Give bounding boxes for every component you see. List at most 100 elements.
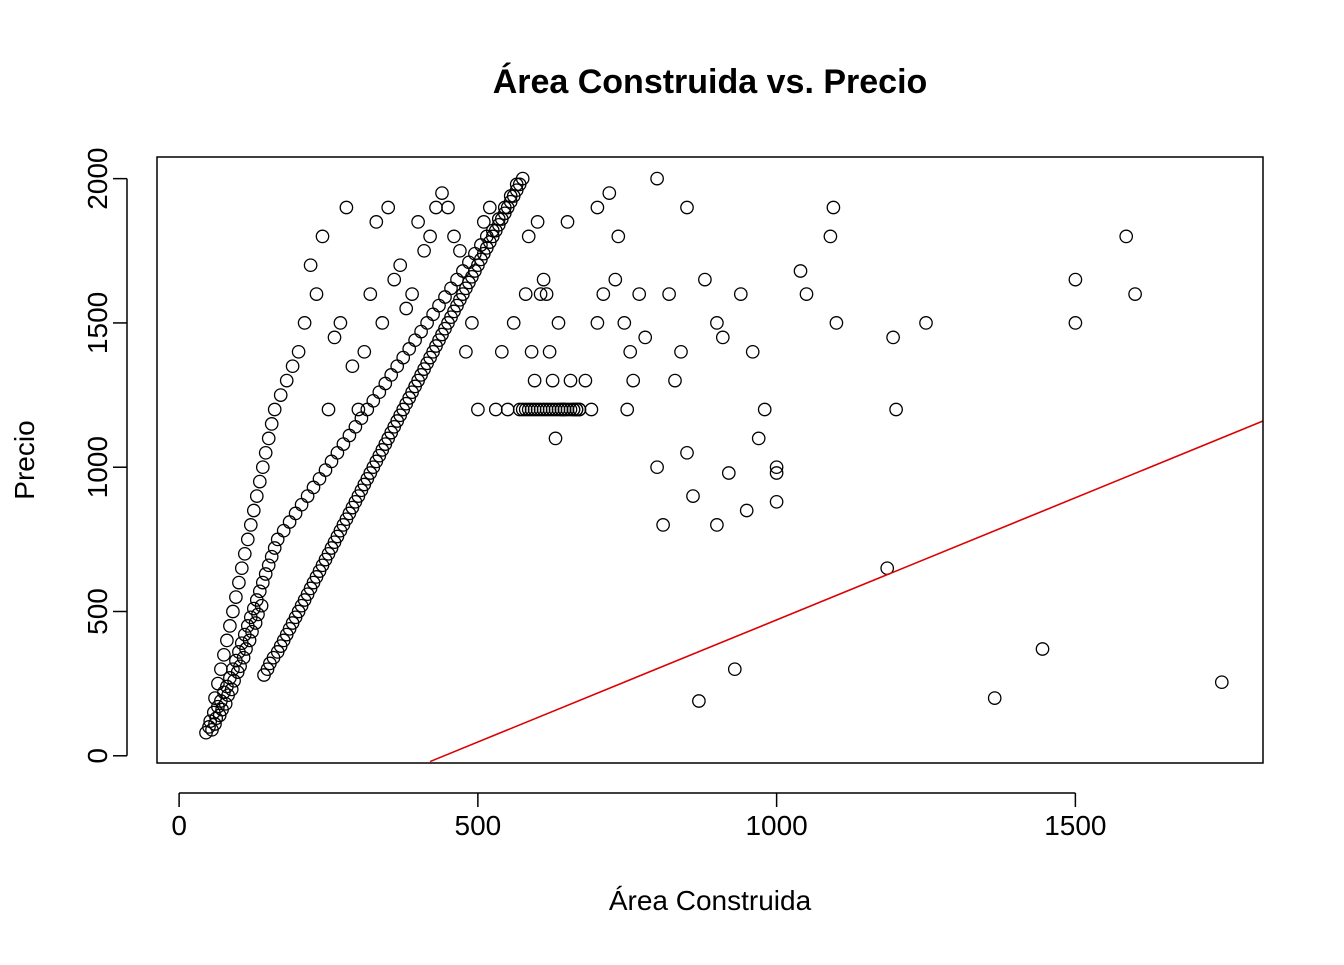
- data-point: [252, 584, 267, 599]
- data-point: [518, 287, 533, 301]
- data-point: [823, 229, 838, 244]
- data-point: [258, 567, 273, 581]
- data-point: [229, 590, 243, 604]
- data-point: [536, 272, 551, 287]
- data-point: [279, 373, 294, 388]
- data-point: [285, 359, 300, 374]
- data-point: [375, 316, 390, 330]
- data-point: [590, 200, 605, 215]
- data-point: [563, 402, 578, 417]
- data-point: [662, 287, 676, 301]
- data-point: [617, 316, 632, 330]
- data-point: [258, 445, 273, 460]
- data-point: [291, 344, 306, 359]
- data-point: [243, 518, 258, 532]
- data-point: [727, 662, 742, 677]
- data-point: [560, 215, 575, 229]
- data-point: [769, 466, 784, 480]
- data-point: [255, 575, 270, 590]
- data-point: [230, 665, 245, 679]
- data-point: [751, 431, 766, 446]
- data-point: [363, 287, 378, 301]
- data-point: [339, 200, 354, 215]
- data-point: [387, 272, 402, 287]
- x-tick-label: 0: [171, 810, 187, 841]
- data-point: [327, 330, 342, 345]
- data-point: [261, 431, 276, 446]
- data-point: [733, 287, 748, 301]
- data-point: [539, 287, 554, 301]
- data-point: [769, 494, 784, 509]
- data-point: [218, 696, 233, 711]
- data-point: [261, 558, 276, 573]
- data-point: [566, 402, 581, 417]
- data-point: [465, 316, 479, 330]
- data-point: [578, 373, 593, 388]
- data-point: [527, 373, 542, 388]
- data-point: [638, 330, 653, 345]
- data-point: [453, 243, 467, 258]
- data-point: [799, 287, 814, 301]
- data-point: [674, 344, 688, 359]
- data-point: [267, 402, 282, 417]
- data-point: [596, 287, 611, 301]
- data-point: [405, 287, 419, 301]
- data-point: [249, 489, 264, 503]
- data-point: [240, 532, 255, 547]
- data-point: [739, 503, 754, 518]
- y-tick-label: 2000: [82, 147, 113, 209]
- data-point: [715, 330, 730, 345]
- data-point: [220, 633, 234, 648]
- data-point: [248, 616, 263, 630]
- data-point: [208, 717, 222, 731]
- data-point: [267, 541, 282, 555]
- data-point: [237, 546, 252, 561]
- data-point: [393, 258, 408, 273]
- data-point: [1119, 229, 1134, 244]
- data-point: [608, 272, 623, 287]
- data-point: [357, 344, 372, 359]
- data-point: [745, 344, 760, 359]
- data-point: [476, 215, 491, 229]
- data-point: [435, 186, 449, 200]
- data-point: [351, 402, 366, 417]
- data-point: [494, 344, 509, 359]
- data-point: [680, 200, 694, 215]
- data-point: [245, 624, 259, 639]
- data-point: [232, 575, 246, 590]
- data-point: [632, 287, 647, 301]
- data-point: [242, 633, 257, 648]
- data-point: [548, 431, 563, 446]
- data-point: [459, 344, 473, 359]
- x-axis: 0 500 1000 1500: [171, 792, 1107, 841]
- data-point: [710, 518, 724, 532]
- data-point: [793, 264, 808, 278]
- data-point: [411, 215, 425, 229]
- data-point: [252, 474, 267, 489]
- data-point: [721, 466, 736, 480]
- data-point: [423, 229, 437, 244]
- data-point: [686, 489, 700, 503]
- data-point: [1128, 287, 1142, 301]
- data-point: [826, 200, 841, 215]
- data-point: [551, 316, 566, 330]
- y-tick-label: 1000: [82, 436, 113, 498]
- x-tick-label: 1000: [745, 810, 807, 841]
- data-point: [315, 229, 330, 244]
- data-point: [668, 373, 682, 388]
- data-point: [698, 272, 712, 287]
- data-point: [590, 316, 605, 330]
- data-point: [226, 604, 240, 619]
- data-point: [650, 460, 664, 475]
- y-tick-label: 1500: [82, 292, 113, 354]
- data-point: [246, 503, 261, 518]
- data-point: [623, 344, 638, 359]
- data-point: [889, 402, 903, 417]
- data-point: [223, 619, 237, 633]
- data-point: [254, 598, 269, 613]
- data-point: [545, 373, 560, 388]
- data-point: [227, 673, 241, 688]
- data-point: [1214, 675, 1229, 690]
